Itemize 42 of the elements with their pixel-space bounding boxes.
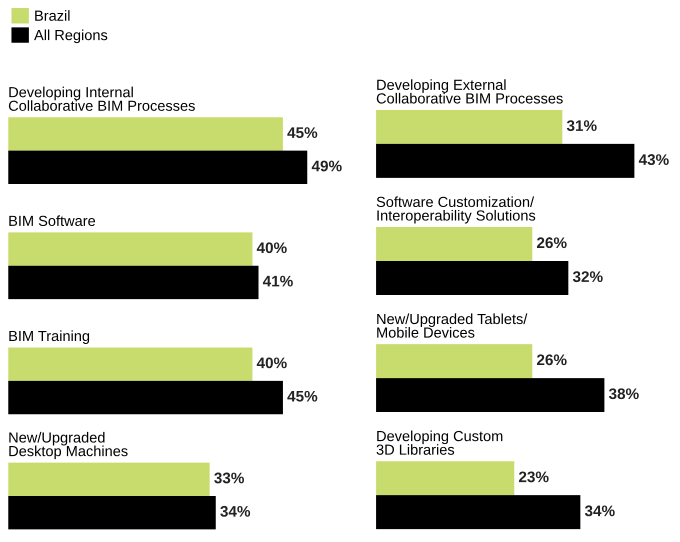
y-tick-label: Software Customization/ Interoperability Solutions: [376, 196, 536, 224]
data-label: 26%: [536, 237, 567, 248]
bar: [376, 378, 604, 412]
data-label: 34%: [220, 506, 250, 517]
bar: [376, 495, 580, 530]
bar: [8, 380, 283, 414]
bar: [8, 117, 283, 151]
data-label: 31%: [566, 120, 597, 132]
bar: [8, 150, 308, 184]
bar: [8, 266, 259, 300]
bar: [376, 110, 562, 144]
bar: [8, 496, 216, 530]
data-label: 41%: [262, 276, 293, 286]
bar: [376, 227, 532, 261]
data-label: 45%: [287, 390, 318, 402]
bar: [376, 261, 568, 295]
bar: [376, 344, 532, 378]
y-tick-label: Developing External Collaborative BIM Processes: [376, 79, 563, 104]
data-label: 43%: [638, 154, 669, 166]
data-label: 45%: [287, 127, 318, 138]
legend-label: Brazil: [35, 10, 70, 21]
data-label: 38%: [608, 388, 639, 400]
bar: [8, 347, 252, 381]
y-tick-label: BIM Software: [9, 215, 96, 226]
data-label: 23%: [518, 471, 549, 482]
bar: [376, 144, 634, 178]
data-label: 49%: [312, 160, 342, 172]
data-label: 26%: [536, 354, 567, 366]
y-tick-label: BIM Training: [9, 330, 90, 344]
bar: [8, 462, 210, 496]
data-label: 32%: [572, 271, 603, 282]
bar: [376, 461, 514, 496]
y-tick-label: New/Upgraded Desktop Machines: [9, 432, 128, 460]
y-tick-label: New/Upgraded Tablets/ Mobile Devices: [377, 313, 528, 338]
legend-label: All Regions: [34, 30, 108, 44]
y-tick-label: Developing Custom 3D Libraries: [376, 430, 502, 455]
y-tick-label: Developing Internal Collaborative BIM Processes: [8, 86, 195, 111]
data-label: 40%: [256, 357, 287, 368]
data-label: 33%: [214, 472, 244, 484]
data-label: 40%: [256, 242, 287, 254]
bar: [8, 232, 252, 266]
data-label: 34%: [584, 505, 615, 516]
